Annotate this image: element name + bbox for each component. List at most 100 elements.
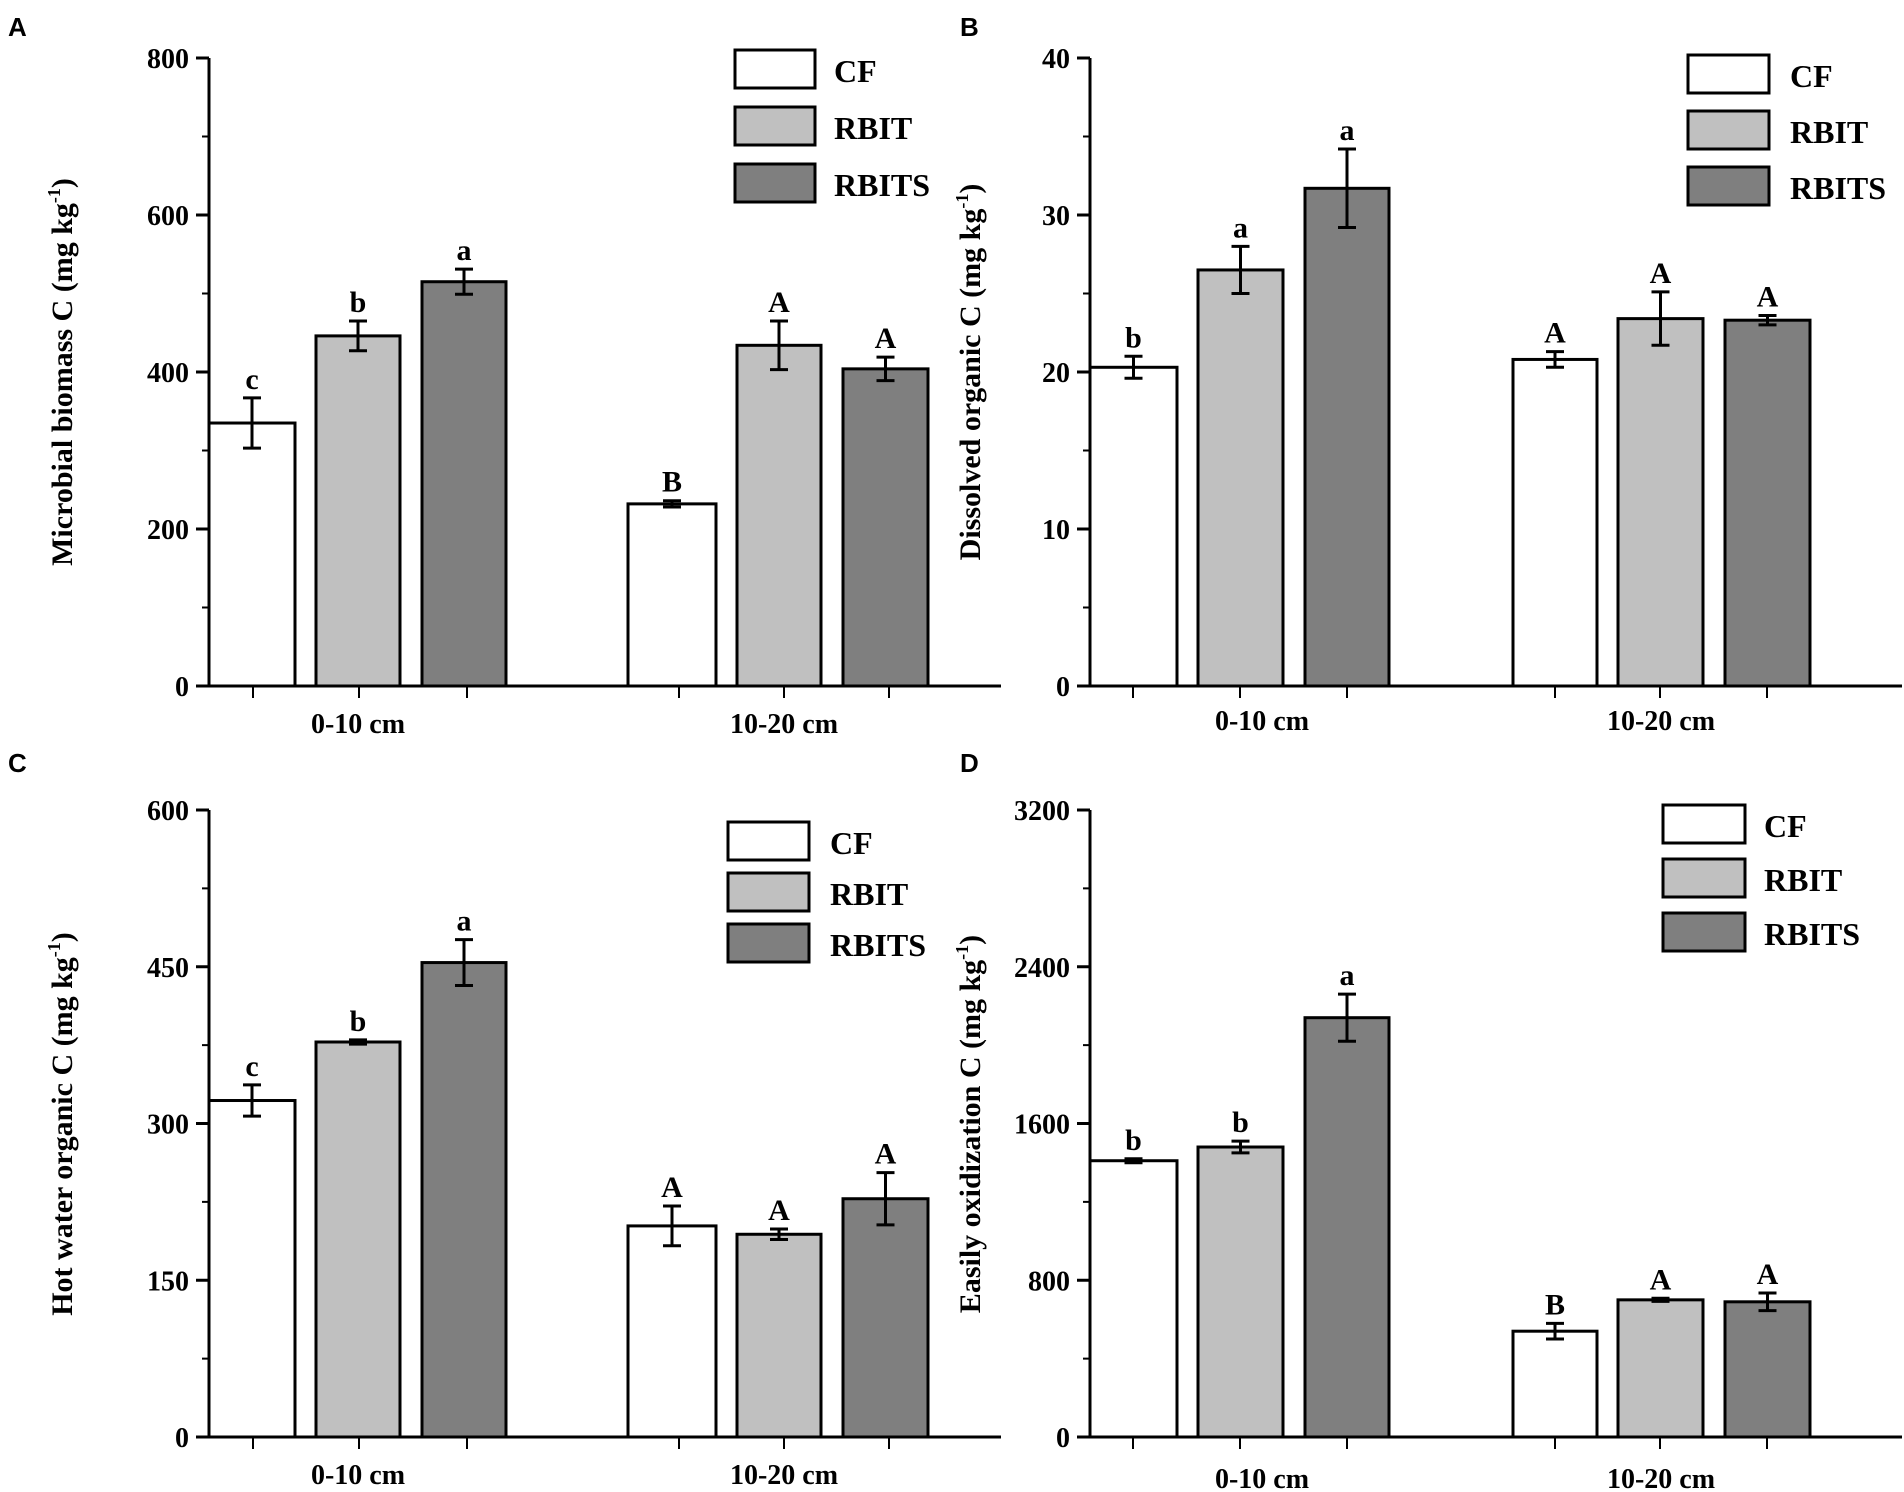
y-tick-label: 300 bbox=[147, 1110, 189, 1141]
bar-cf bbox=[626, 1224, 718, 1439]
significance-letter: A bbox=[661, 1171, 683, 1204]
panel-d: D 0 800 1600 2400 3200 Easily oxidization C (m… bbox=[952, 748, 1902, 1492]
y-axis-label: Microbial biomass C (mg kg-1) bbox=[44, 178, 79, 566]
bar-rbits bbox=[420, 961, 508, 1439]
y-axis-label-sup: -1 bbox=[44, 942, 64, 957]
panel-b: B 0 10 20 30 40 Dissolved organic C (mg kg-1) 0… bbox=[952, 12, 1902, 737]
significance-letter: A bbox=[1650, 257, 1672, 290]
bar-cf bbox=[207, 1099, 297, 1439]
y-axis-label-main: Dissolved organic C (mg kg bbox=[954, 209, 987, 561]
bar-cf bbox=[207, 421, 297, 688]
significance-letter: a bbox=[457, 905, 472, 938]
y-axis-label-sup: -1 bbox=[952, 945, 972, 960]
bar-rbits bbox=[1723, 1300, 1812, 1439]
legend-label: CF bbox=[834, 53, 877, 89]
legend-label: RBITS bbox=[830, 927, 926, 963]
significance-letter: A bbox=[875, 1138, 897, 1171]
bar-rbits bbox=[1303, 186, 1391, 688]
bar-rbit bbox=[735, 1232, 823, 1439]
significance-letter: c bbox=[245, 363, 258, 396]
y-axis-label-close: ) bbox=[954, 935, 987, 945]
y-tick-label: 0 bbox=[175, 1423, 189, 1454]
significance-letter: B bbox=[662, 466, 682, 499]
significance-letter: b bbox=[1125, 1124, 1142, 1157]
x-category-label: 10-20 cm bbox=[730, 709, 838, 740]
legend-label: RBIT bbox=[834, 110, 912, 146]
legend-swatch-rbits bbox=[1661, 911, 1747, 953]
x-category-label: 0-10 cm bbox=[311, 1460, 405, 1491]
bar-rbit bbox=[1196, 1145, 1285, 1439]
bar-rbits bbox=[1723, 318, 1812, 688]
legend-swatch-rbits bbox=[733, 162, 817, 204]
y-tick-label: 0 bbox=[1056, 1423, 1070, 1454]
y-tick-label: 20 bbox=[1042, 358, 1070, 389]
y-axis-label-close: ) bbox=[954, 184, 987, 194]
legend-label: RBIT bbox=[1790, 114, 1868, 150]
significance-letter: A bbox=[1544, 317, 1566, 350]
significance-letter: A bbox=[875, 322, 897, 355]
significance-letter: a bbox=[1340, 959, 1355, 992]
y-tick-label: 400 bbox=[147, 358, 189, 389]
legend-swatch-rbit bbox=[1661, 857, 1747, 899]
bar-cf bbox=[1511, 1329, 1599, 1439]
legend-swatch-rbits bbox=[726, 922, 811, 964]
legend-swatch-rbits bbox=[1686, 165, 1771, 207]
y-tick-label: 0 bbox=[1056, 672, 1070, 703]
panel-c: C 0 150 300 450 600 Hot water organic C (mg kg… bbox=[8, 748, 1001, 1491]
legend-swatch-rbit bbox=[733, 105, 817, 147]
y-axis-label-close: ) bbox=[46, 178, 79, 188]
significance-letter: b bbox=[350, 1005, 367, 1038]
y-axis-label: Hot water organic C (mg kg-1) bbox=[44, 932, 79, 1316]
y-axis-label: Dissolved organic C (mg kg-1) bbox=[952, 184, 987, 561]
significance-letter: c bbox=[245, 1050, 258, 1083]
x-category-label: 0-10 cm bbox=[1215, 1464, 1309, 1492]
bar-rbits bbox=[841, 367, 930, 688]
x-category-label: 0-10 cm bbox=[311, 709, 405, 740]
legend-label: CF bbox=[830, 825, 873, 861]
bar-rbit bbox=[1196, 268, 1285, 688]
y-tick-label: 200 bbox=[147, 515, 189, 546]
y-tick-label: 2400 bbox=[1014, 953, 1070, 984]
bar-cf bbox=[1088, 365, 1179, 688]
legend-swatch-cf bbox=[726, 820, 811, 862]
y-tick-label: 150 bbox=[147, 1266, 189, 1297]
significance-letter: A bbox=[1650, 1263, 1672, 1296]
legend-label: RBITS bbox=[834, 167, 930, 203]
legend-label: RBIT bbox=[1764, 862, 1842, 898]
y-axis-label-close: ) bbox=[46, 932, 79, 942]
bar-cf bbox=[1511, 357, 1599, 688]
y-tick-label: 1600 bbox=[1014, 1110, 1070, 1141]
bar-rbit bbox=[314, 1040, 402, 1439]
significance-letter: a bbox=[1233, 211, 1248, 244]
y-tick-label: 3200 bbox=[1014, 796, 1070, 827]
y-tick-label: 800 bbox=[1028, 1266, 1070, 1297]
y-tick-label: 600 bbox=[147, 201, 189, 232]
significance-letter: b bbox=[350, 286, 367, 319]
legend-label: CF bbox=[1790, 58, 1833, 94]
bar-cf bbox=[626, 502, 718, 688]
significance-letter: b bbox=[1232, 1106, 1249, 1139]
legend-label: RBITS bbox=[1790, 170, 1886, 206]
y-axis-label-main: Hot water organic C (mg kg bbox=[46, 957, 79, 1316]
significance-letter: a bbox=[457, 234, 472, 267]
legend-label: RBIT bbox=[830, 876, 908, 912]
x-category-label: 0-10 cm bbox=[1215, 706, 1309, 737]
x-category-label: 10-20 cm bbox=[730, 1460, 838, 1491]
significance-letter: A bbox=[768, 286, 790, 319]
legend-label: CF bbox=[1764, 808, 1807, 844]
significance-letter: A bbox=[1757, 280, 1779, 313]
y-axis-label: Easily oxidization C (mg kg-1) bbox=[952, 935, 987, 1313]
y-axis-label-main: Easily oxidization C (mg kg bbox=[954, 960, 987, 1313]
bar-rbit bbox=[1616, 317, 1705, 688]
legend-swatch-rbit bbox=[726, 871, 811, 913]
panel-letter: D bbox=[960, 748, 979, 778]
x-category-label: 10-20 cm bbox=[1607, 706, 1715, 737]
panel-letter: A bbox=[8, 12, 27, 42]
y-tick-label: 10 bbox=[1042, 515, 1070, 546]
legend-swatch-cf bbox=[1686, 53, 1771, 95]
legend-label: RBITS bbox=[1764, 916, 1860, 952]
legend-swatch-cf bbox=[733, 48, 817, 90]
y-axis-label-sup: -1 bbox=[952, 194, 972, 209]
x-category-label: 10-20 cm bbox=[1607, 1464, 1715, 1492]
bar-rbit bbox=[735, 343, 823, 688]
